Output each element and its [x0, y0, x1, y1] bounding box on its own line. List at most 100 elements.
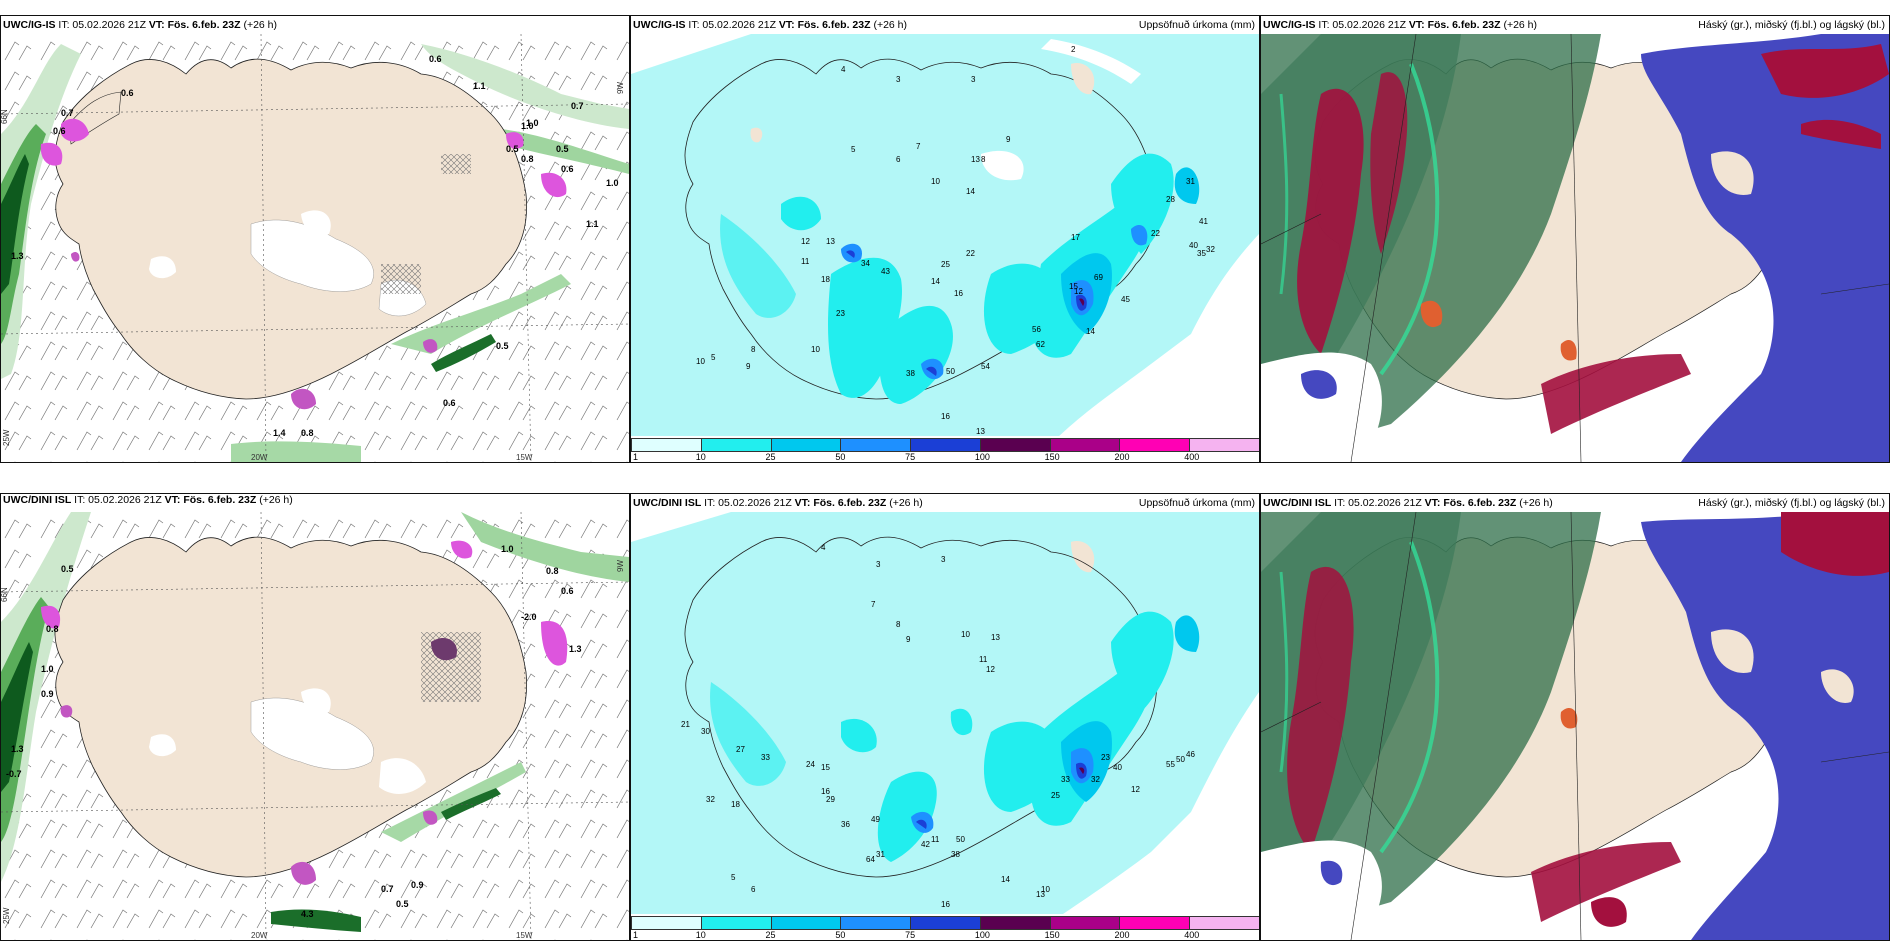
lon-label: 20W — [251, 453, 268, 462]
map-value-label: 13 — [991, 633, 1000, 642]
field-title: Háský (gr.), miðský (fj.bl.) og lágský (… — [1698, 497, 1885, 509]
map-value-label: 49 — [871, 815, 880, 824]
legend-tick-label: 75 — [905, 930, 916, 940]
map-value-label: 1.4 — [273, 428, 286, 438]
map-value-label: 25 — [941, 260, 950, 269]
legend-tick-label: 75 — [905, 452, 916, 462]
panel-dini-clouds: UWC/DINI ISL IT: 05.02.2026 21Z VT: Fös.… — [1260, 493, 1890, 941]
map-value-label: 3 — [896, 75, 901, 84]
map-value-label: 9 — [906, 635, 911, 644]
valid-time: VT: Fös. 6.feb. 23Z — [778, 19, 871, 31]
map-value-label: 2 — [1071, 45, 1076, 54]
map-value-label: 14 — [931, 277, 940, 286]
map-value-label: 0.5 — [496, 341, 509, 351]
map-value-label: 12 — [986, 665, 995, 674]
map-value-label: 0.6 — [121, 88, 134, 98]
map-value-label: 25 — [1051, 791, 1060, 800]
map-value-label: 6 — [896, 155, 901, 164]
map-value-label: 15 — [1069, 282, 1078, 291]
map-value-label: 32 — [706, 795, 715, 804]
map-value-label: 64 — [866, 855, 875, 864]
legend-tick-label: 1 — [633, 930, 639, 940]
map-value-label: 9 — [746, 362, 751, 371]
map-value-label: 1.3 — [11, 251, 24, 261]
legend-tick-label: 150 — [1044, 930, 1060, 940]
lon-label: 25W — [2, 429, 11, 446]
cloud-map — [1261, 34, 1889, 462]
map-value-label: 0.9 — [411, 880, 424, 890]
map-value-label: 69 — [1094, 273, 1103, 282]
map-value-label: 10 — [696, 357, 705, 366]
legend-tick-label: 25 — [765, 930, 776, 940]
snow-value-labels: 0.60.60.70.60.71.11.00.50.81.00.50.61.01… — [11, 54, 619, 438]
valid-time: VT: Fös. 6.feb. 23Z — [1408, 19, 1501, 31]
map-value-label: 62 — [1036, 340, 1045, 349]
panel-header: UWC/DINI ISL IT: 05.02.2026 21Z VT: Fös.… — [1261, 494, 1889, 512]
map-value-label: 38 — [951, 850, 960, 859]
legend-swatch — [700, 438, 772, 452]
panel-dini-precip: UWC/DINI ISL IT: 05.02.2026 21Z VT: Fös.… — [630, 493, 1260, 941]
init-time: IT: 05.02.2026 21Z — [688, 19, 776, 31]
model-name: UWC/IG-IS — [1263, 19, 1316, 31]
map-value-label: 16 — [941, 412, 950, 421]
lon-label: 15W — [516, 931, 533, 940]
map-value-label: 12 — [1074, 287, 1083, 296]
map-value-label: 28 — [1166, 195, 1175, 204]
map-value-label: 12 — [1131, 785, 1140, 794]
legend-swatch — [631, 916, 702, 930]
legend-swatch — [1119, 438, 1191, 452]
map-value-label: 32 — [1206, 245, 1215, 254]
init-time: IT: 05.02.2026 21Z — [58, 19, 146, 31]
map-value-label: 1.3 — [569, 644, 582, 654]
map-value-label: 10 — [811, 345, 820, 354]
panel-igis-precip: UWC/IG-IS IT: 05.02.2026 21Z VT: Fös. 6.… — [630, 15, 1260, 463]
map-value-label: 12 — [801, 237, 810, 246]
map-value-label: 0.7 — [381, 884, 394, 894]
map-value-label: 4 — [841, 65, 846, 74]
map-value-label: 40 — [1189, 241, 1198, 250]
map-value-label: 23 — [1101, 753, 1110, 762]
legend-swatch — [631, 438, 702, 452]
precip-legend: 1 10 25 50 75 100 150 200 400 — [631, 436, 1259, 462]
panel-igis-snow: UWC/IG-IS IT: 05.02.2026 21Z VT: Fös. 6.… — [0, 15, 630, 463]
map-value-label: 55 — [1166, 760, 1175, 769]
map-value-label: 32 — [1091, 775, 1100, 784]
legend-swatch — [1049, 916, 1121, 930]
map-value-label: 8 — [751, 345, 756, 354]
map-value-label: 42 — [921, 840, 930, 849]
lead-time: (+26 h) — [873, 19, 908, 31]
map-value-label: 0.6 — [429, 54, 442, 64]
map-value-label: 0.7 — [61, 108, 74, 118]
map-value-label: 54 — [981, 362, 990, 371]
map-value-label: 1.0 — [606, 178, 619, 188]
map-value-label: 45 — [1121, 295, 1130, 304]
map-value-label: 22 — [966, 249, 975, 258]
legend-tick-label: 200 — [1114, 452, 1130, 462]
map-value-label: 40 — [1113, 763, 1122, 772]
legend-tick-label: 1 — [633, 452, 639, 462]
map-value-label: 0.6 — [561, 164, 574, 174]
map-value-label: 3 — [941, 555, 946, 564]
map-value-label: 14 — [1086, 327, 1095, 336]
map-value-label: 1.3 — [11, 744, 24, 754]
map-value-label: -0.7 — [6, 769, 22, 779]
map-value-label: 4.3 — [301, 909, 314, 919]
map-value-label: 13 — [826, 237, 835, 246]
lon-label: 25W — [2, 907, 11, 924]
legend-swatch — [910, 438, 981, 452]
model-name: UWC/DINI ISL — [633, 497, 702, 509]
map-value-label: 36 — [841, 820, 850, 829]
map-value-label: 0.6 — [561, 586, 574, 596]
map-value-label: 0.7 — [571, 101, 584, 111]
map-value-label: 14 — [966, 187, 975, 196]
lat-label: 66N — [1, 587, 9, 602]
map-value-label: 1.0 — [526, 118, 539, 128]
map-value-label: 0.8 — [546, 566, 559, 576]
lead-time: (+26 h) — [1519, 497, 1553, 509]
map-value-label: 0.8 — [46, 624, 59, 634]
map-value-label: 50 — [946, 367, 955, 376]
map-value-label: 8 — [981, 155, 986, 164]
map-value-label: 10 — [961, 630, 970, 639]
snow-wind-map: 66N 25W 20W 15W 9W 0.51.0-2.00.80.60.81.… — [1, 512, 629, 940]
